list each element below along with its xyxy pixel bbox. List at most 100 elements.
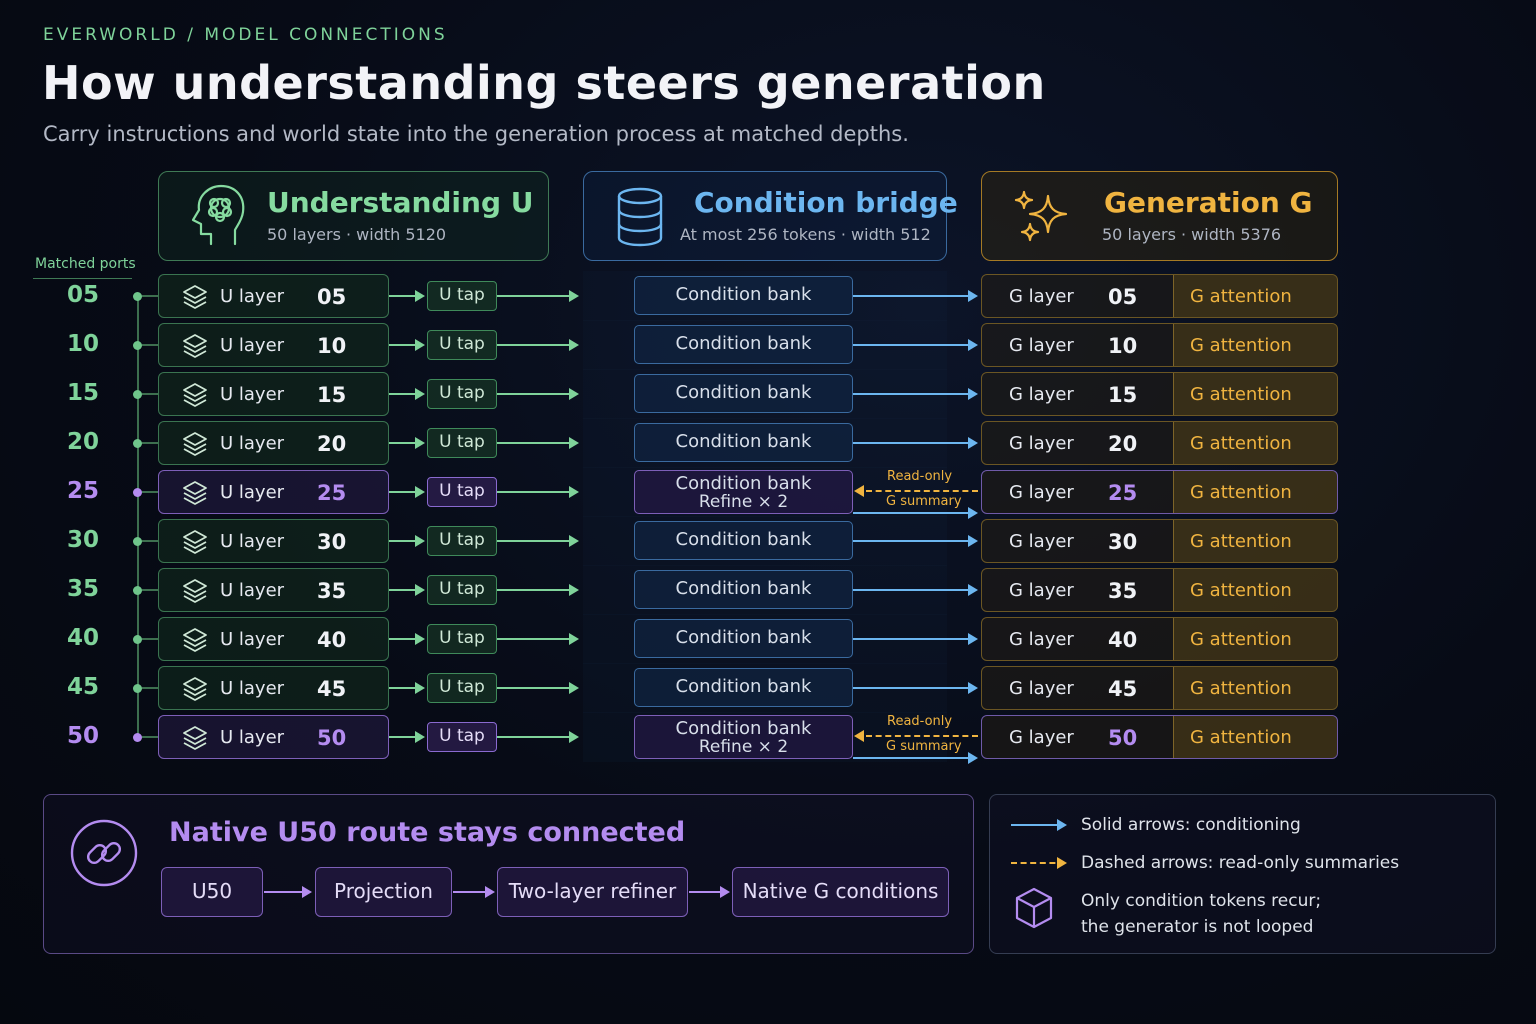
condition-bank-label: Condition bank: [675, 718, 812, 739]
g-attention: G attention: [1173, 324, 1337, 366]
g-layer-label: G layer: [1009, 531, 1074, 552]
port-number: 20: [66, 429, 99, 455]
condition-bank: Condition bank: [634, 374, 853, 413]
layer-row: 05 U layer 05 U tap Condition bank G layer 05 G…: [0, 271, 1536, 321]
condition-bank: Condition bank: [634, 325, 853, 364]
bridge-to-g-arrow: [853, 290, 978, 302]
condition-bank: Condition bank Refine × 2: [634, 715, 853, 759]
condition-bank-label: Condition bank: [675, 431, 812, 452]
g-attention-label: G attention: [1190, 335, 1292, 356]
route-arrow-1: [264, 886, 312, 898]
u-tap: U tap: [427, 624, 497, 654]
understanding-subtitle: 50 layers · width 5120: [267, 225, 447, 244]
u-layer-label: U layer: [220, 384, 285, 405]
port-number: 15: [66, 380, 99, 406]
tap-to-bridge-arrow: [497, 633, 579, 645]
g-attention: G attention: [1173, 667, 1337, 709]
route-step-u50: U50: [161, 867, 263, 917]
g-layer-box: G layer 40 G attention: [981, 617, 1338, 661]
condition-bank-label: Condition bank: [675, 529, 812, 550]
u-layer-box: U layer 50: [158, 715, 389, 759]
legend-solid-arrow: [1011, 819, 1067, 831]
u-layer-label: U layer: [220, 678, 285, 699]
bridge-title: Condition bridge: [694, 186, 958, 219]
bridge-to-g-arrow: [853, 388, 978, 400]
u-tap: U tap: [427, 673, 497, 703]
condition-bank-label: Condition bank: [675, 284, 812, 305]
u-tap: U tap: [427, 477, 497, 507]
legend-dashed-text: Dashed arrows: read-only summaries: [1081, 853, 1400, 873]
route-step-native-g: Native G conditions: [732, 867, 949, 917]
condition-bank: Condition bank: [634, 570, 853, 609]
u-to-tap-arrow: [389, 486, 425, 498]
sparkles-icon: [1014, 190, 1072, 250]
u-layer-box: U layer 10: [158, 323, 389, 367]
u-layer-number: 30: [317, 530, 347, 554]
g-layer-box: G layer 35 G attention: [981, 568, 1338, 612]
g-layer-box: G layer 10 G attention: [981, 323, 1338, 367]
port-connector: [142, 638, 158, 640]
g-attention: G attention: [1173, 520, 1337, 562]
g-layer-number: 40: [1108, 628, 1138, 652]
layer-row: 25 U layer 25 U tap Condition bank Refine × 2…: [0, 467, 1536, 519]
port-number: 45: [66, 674, 99, 700]
layers-icon: [182, 480, 208, 510]
understanding-title: Understanding U: [267, 186, 534, 219]
bridge-to-g-arrow: [853, 752, 978, 764]
g-layer-number: 45: [1108, 677, 1138, 701]
u-to-tap-arrow: [389, 339, 425, 351]
u-layer-label: U layer: [220, 335, 285, 356]
condition-bank-label: Condition bank: [675, 473, 812, 494]
u-tap: U tap: [427, 281, 497, 311]
read-only-label: Read-only: [887, 714, 953, 729]
u-layer-box: U layer 25: [158, 470, 389, 514]
route-step-projection: Projection: [315, 867, 452, 917]
u-layer-number: 20: [317, 432, 347, 456]
g-layer-number: 30: [1108, 530, 1138, 554]
u-layer-box: U layer 35: [158, 568, 389, 612]
port-connector: [142, 442, 158, 444]
layers-icon: [182, 382, 208, 412]
g-attention-label: G attention: [1190, 580, 1292, 601]
route-step-refiner: Two-layer refiner: [497, 867, 688, 917]
g-summary-label: G summary: [886, 739, 962, 754]
condition-bank: Condition bank: [634, 521, 853, 560]
brain-head-icon: [189, 184, 247, 252]
refine-label: Refine × 2: [698, 737, 789, 757]
g-layer-box: G layer 45 G attention: [981, 666, 1338, 710]
condition-bank: Condition bank: [634, 668, 853, 707]
port-dot: [133, 390, 142, 399]
u-layer-number: 15: [317, 383, 347, 407]
g-layer-number: 15: [1108, 383, 1138, 407]
g-layer-box: G layer 05 G attention: [981, 274, 1338, 318]
u-tap: U tap: [427, 330, 497, 360]
tap-to-bridge-arrow: [497, 535, 579, 547]
tap-to-bridge-arrow: [497, 486, 579, 498]
u-layer-number: 45: [317, 677, 347, 701]
g-layer-box: G layer 30 G attention: [981, 519, 1338, 563]
u-to-tap-arrow: [389, 731, 425, 743]
port-number: 50: [66, 723, 99, 749]
u-layer-box: U layer 40: [158, 617, 389, 661]
g-layer-label: G layer: [1009, 384, 1074, 405]
u-layer-label: U layer: [220, 433, 285, 454]
condition-bank: Condition bank: [634, 276, 853, 315]
u-to-tap-arrow: [389, 437, 425, 449]
tap-to-bridge-arrow: [497, 731, 579, 743]
u-to-tap-arrow: [389, 535, 425, 547]
u-layer-label: U layer: [220, 482, 285, 503]
layers-icon: [182, 627, 208, 657]
g-layer-label: G layer: [1009, 580, 1074, 601]
g-layer-number: 35: [1108, 579, 1138, 603]
layers-icon: [182, 725, 208, 755]
g-attention: G attention: [1173, 373, 1337, 415]
legend-solid-text: Solid arrows: conditioning: [1081, 815, 1301, 835]
g-layer-box: G layer 25 G attention: [981, 470, 1338, 514]
g-attention: G attention: [1173, 471, 1337, 513]
port-connector: [142, 344, 158, 346]
u-to-tap-arrow: [389, 584, 425, 596]
port-number: 25: [66, 478, 99, 504]
layer-row: 20 U layer 20 U tap Condition bank G layer 20 G…: [0, 418, 1536, 468]
g-layer-box: G layer 15 G attention: [981, 372, 1338, 416]
bridge-to-g-arrow: [853, 437, 978, 449]
